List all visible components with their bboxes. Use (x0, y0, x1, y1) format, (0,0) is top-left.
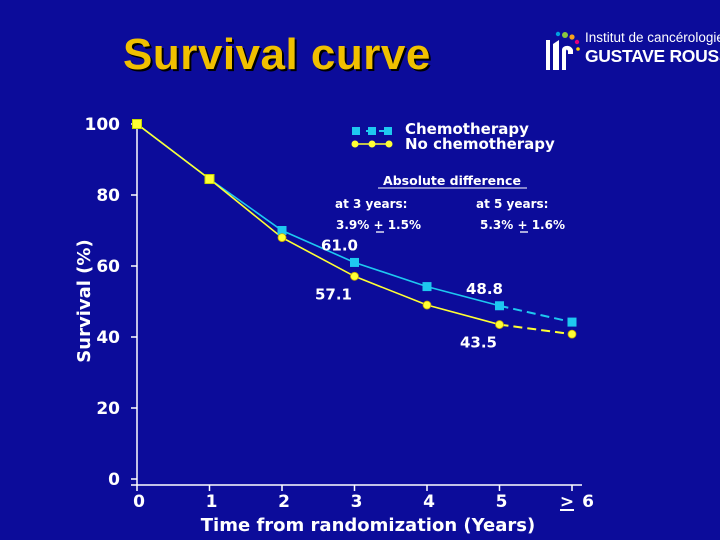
no-chemotherapy-point-marker (422, 300, 432, 310)
value-labels: 61.0 57.1 48.8 43.5 (315, 236, 503, 351)
y-tick-label: 60 (96, 257, 120, 277)
shared-point-marker (204, 174, 215, 185)
logo-text-line2: GUSTAVE ROUSSY (585, 46, 720, 66)
chart-axes (131, 122, 582, 486)
annotation-5yr-value: 5.3% + 1.6% (480, 218, 565, 232)
x-tick-label-symbol: > (560, 492, 574, 512)
legend-no-chemotherapy-marker (351, 140, 359, 148)
chemotherapy-point-marker (422, 282, 432, 292)
value-label: 57.1 (315, 285, 352, 303)
chemotherapy-line-dashed (499, 304, 573, 324)
x-tick-label: 4 (423, 492, 435, 512)
legend-no-chemotherapy-marker (385, 140, 393, 148)
annotation-3yr-value: 3.9% + 1.5% (336, 218, 421, 232)
x-axis-label: Time from randomization (Years) (201, 515, 535, 536)
value-label: 43.5 (460, 334, 497, 352)
x-tick-label: 6 (582, 492, 594, 512)
legend-no-chemotherapy-label: No chemotherapy (405, 135, 555, 153)
legend-chemotherapy-marker (352, 127, 360, 135)
y-tick-label: 100 (85, 115, 121, 135)
chemotherapy-point-marker (567, 317, 577, 327)
logo-text-line1: Institut de cancérologie (585, 30, 720, 45)
annotation-title: Absolute difference (383, 173, 521, 188)
x-tick-label: 5 (496, 492, 508, 512)
legend-chemotherapy-marker (384, 127, 392, 135)
chemotherapy-point-marker (350, 257, 359, 267)
x-tick-label: 1 (206, 492, 218, 512)
no-chemotherapy-line (136, 123, 500, 326)
x-axis-ticks: 0 1 2 3 4 5 >6 (133, 485, 594, 512)
absolute-difference-annotation: Absolute difference at 3 years: at 5 years… (335, 173, 565, 233)
y-axis-ticks: 0 20 40 60 80 100 (85, 115, 137, 490)
annotation-3yr-label: at 3 years: (335, 197, 407, 211)
no-chemotherapy-line-dashed (499, 323, 573, 336)
value-label: 48.8 (466, 280, 503, 298)
y-tick-label: 0 (108, 470, 120, 490)
legend-chemotherapy-marker (368, 127, 376, 135)
logo-mark-icon (546, 31, 580, 70)
y-tick-label: 40 (96, 328, 120, 348)
x-tick-label: 2 (278, 492, 290, 512)
no-chemotherapy-point-marker (567, 329, 577, 339)
y-tick-label: 80 (96, 186, 120, 206)
chart-series (132, 119, 577, 339)
legend-chemotherapy-label: Chemotherapy (405, 120, 529, 138)
gustave-roussy-logo: Institut de cancérologie GUSTAVE ROUSSY (545, 28, 720, 78)
slide-title: Survival curve (123, 30, 431, 79)
y-axis-label: Survival (%) (74, 239, 95, 362)
chemotherapy-point-marker (495, 301, 504, 311)
no-chemotherapy-point-marker (350, 271, 359, 281)
no-chemotherapy-point-marker (495, 320, 504, 329)
y-tick-label: 20 (96, 399, 120, 419)
annotation-5yr-label: at 5 years: (476, 197, 548, 211)
x-tick-label: 3 (351, 492, 363, 512)
chemotherapy-point-marker (277, 226, 287, 235)
no-chemotherapy-point-marker (277, 233, 287, 243)
x-tick-label: 0 (133, 492, 145, 512)
shared-point-marker (132, 119, 142, 129)
value-label: 61.0 (321, 236, 358, 254)
legend-no-chemotherapy-marker (368, 140, 376, 148)
